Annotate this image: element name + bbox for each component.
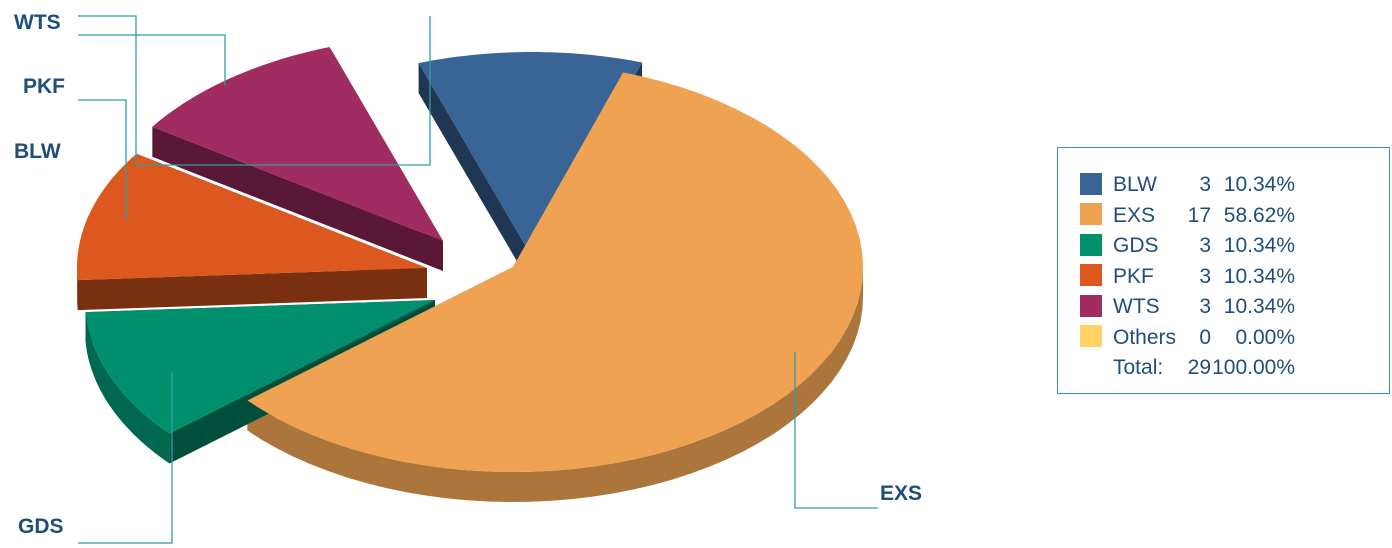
legend: BLW 3 10.34% EXS 17 58.62% GDS 3 10.34% PKF 3 10.34… — [1057, 147, 1390, 394]
legend-count: 17 — [1187, 203, 1211, 227]
legend-count: 0 — [1199, 325, 1211, 349]
legend-total-count: 29 — [1187, 356, 1211, 379]
legend-percent: 10.34% — [1223, 264, 1295, 288]
leader-line-wts — [78, 15, 431, 166]
legend-table: BLW 3 10.34% EXS 17 58.62% GDS 3 10.34% PKF 3 10.34… — [1080, 170, 1295, 384]
legend-count: 3 — [1199, 295, 1211, 318]
legend-percent: 10.34% — [1223, 173, 1295, 196]
slice-side-wts — [152, 126, 443, 271]
legend-label: PKF — [1113, 264, 1154, 288]
legend-item-gds: GDS 3 10.34% — [1080, 231, 1295, 262]
leader-line-exs — [794, 352, 878, 509]
slice-wall-exs — [247, 267, 863, 502]
slice-side-pkf — [77, 268, 427, 311]
slice-side-blw — [418, 63, 532, 287]
legend-swatch — [1080, 203, 1102, 226]
legend-count: 3 — [1199, 173, 1211, 196]
callout-label-gds: GDS — [18, 515, 64, 538]
legend-count: 3 — [1199, 234, 1211, 257]
pie-slice-pkf — [77, 153, 427, 281]
legend-item-wts: WTS 3 10.34% — [1080, 292, 1295, 323]
legend-item-exs: EXS 17 58.62% — [1080, 201, 1295, 232]
legend-item-blw: BLW 3 10.34% — [1080, 170, 1295, 201]
callout-label-exs: EXS — [880, 482, 922, 505]
legend-swatch — [1080, 172, 1102, 195]
legend-percent: 0.00% — [1235, 325, 1295, 349]
legend-percent: 10.34% — [1223, 234, 1295, 257]
legend-label: EXS — [1113, 203, 1156, 227]
legend-total-percent: 100.00% — [1212, 356, 1295, 379]
legend-total-label: Total: — [1113, 356, 1164, 379]
legend-label: BLW — [1113, 173, 1157, 196]
legend-item-pkf: PKF 3 10.34% — [1080, 262, 1295, 293]
pie-slice-exs — [247, 72, 863, 473]
leader-line-gds — [78, 372, 173, 544]
legend-percent: 58.62% — [1223, 203, 1295, 227]
legend-swatch — [1080, 264, 1102, 287]
legend-label: GDS — [1113, 234, 1159, 257]
legend-swatch — [1080, 325, 1102, 348]
legend-label: Others — [1113, 325, 1177, 349]
callout-label-pkf: PKF — [23, 75, 65, 98]
pie-slice-wts — [152, 47, 444, 241]
callout-label-wts: WTS — [14, 11, 61, 34]
pie-slice-gds — [85, 300, 435, 434]
leader-line-blw — [78, 99, 127, 220]
legend-total-row: Total: 29 100.00% — [1080, 353, 1295, 384]
legend-swatch — [1080, 294, 1102, 317]
legend-count: 3 — [1199, 264, 1211, 288]
leader-line-pkf — [78, 34, 226, 85]
slice-wall-gds — [85, 312, 170, 464]
legend-swatch — [1080, 233, 1102, 256]
slice-wall-pkf — [77, 268, 78, 311]
legend-label: WTS — [1113, 295, 1160, 318]
callout-label-blw: BLW — [14, 140, 61, 163]
legend-percent: 10.34% — [1223, 295, 1295, 318]
legend-item-others: Others 0 0.00% — [1080, 323, 1295, 354]
pie-slice-blw — [418, 52, 643, 257]
